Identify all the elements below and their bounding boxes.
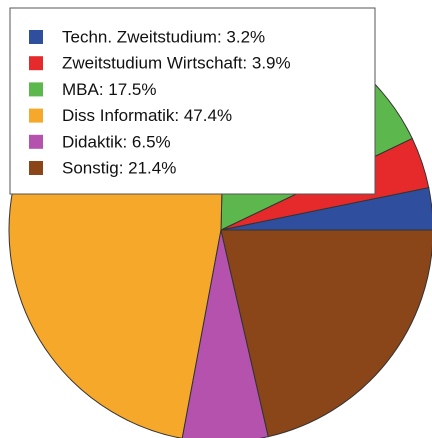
legend-label: Sonstig: 21.4% [62, 158, 176, 177]
legend-label: Techn. Zweitstudium: 3.2% [62, 27, 265, 46]
legend-swatch [29, 82, 43, 97]
legend-swatch [29, 134, 43, 149]
legend-label: Didaktik: 6.5% [62, 132, 171, 151]
legend-label: Zweitstudium Wirtschaft: 3.9% [62, 54, 291, 73]
pie-slice [220, 229, 432, 438]
legend-box [9, 7, 376, 195]
legend-swatch [29, 30, 43, 44]
legend-swatch [29, 56, 43, 71]
legend-swatch [29, 108, 43, 123]
legend-label: Diss Informatik: 47.4% [62, 106, 232, 125]
legend: Techn. Zweitstudium: 3.2% Zweitstudium Wi… [9, 7, 376, 195]
legend-swatch [29, 161, 43, 175]
legend-label: MBA: 17.5% [62, 80, 157, 99]
